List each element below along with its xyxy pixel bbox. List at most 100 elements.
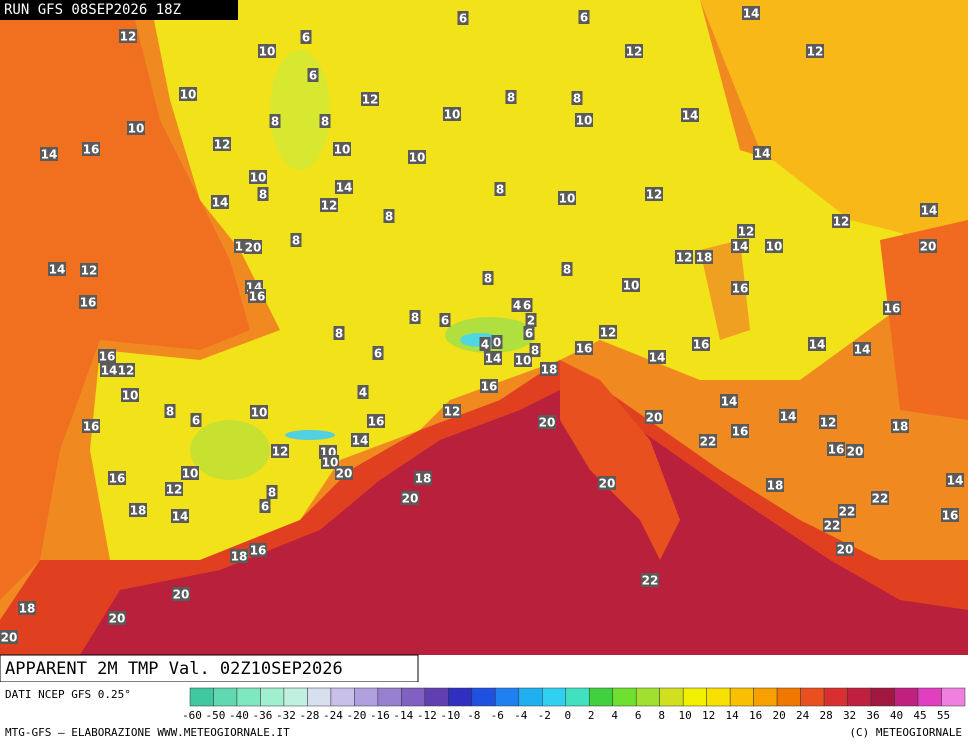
temperature-label: 8 [573, 92, 581, 106]
temperature-label: 8 [531, 344, 539, 358]
label-box [491, 335, 503, 349]
temperature-label: 8 [292, 234, 300, 248]
temperature-label: 20 [245, 241, 262, 255]
temperature-label: 14 [212, 196, 229, 210]
label-box [838, 504, 856, 518]
temperature-label: 14 [485, 352, 502, 366]
legend-swatch [518, 687, 543, 707]
temperature-label: 14 [352, 434, 369, 448]
temperature-label: 14 [947, 474, 964, 488]
legend-swatch [565, 687, 590, 707]
legend-swatch [729, 687, 754, 707]
legend-label: 28 [819, 709, 832, 722]
temperature-label: 16 [250, 544, 267, 558]
label-box [98, 349, 116, 363]
label-box [443, 404, 461, 418]
label-box [695, 250, 713, 264]
label-box [575, 113, 593, 127]
label-box [127, 121, 145, 135]
legend-swatch [612, 687, 637, 707]
label-box [806, 44, 824, 58]
temperature-label: 18 [892, 420, 909, 434]
label-box [40, 147, 58, 161]
legend-label: 16 [749, 709, 762, 722]
label-box [742, 6, 760, 20]
temperature-label: 18 [415, 472, 432, 486]
temperature-label: 10 [623, 279, 640, 293]
temperature-label: 14 [921, 204, 938, 218]
temperature-label: 8 [385, 210, 393, 224]
label-box [164, 404, 176, 418]
label-box [827, 442, 845, 456]
label-box [408, 150, 426, 164]
legend-label: 2 [588, 709, 595, 722]
temperature-label: 12 [272, 445, 289, 459]
temperature-label: 20 [646, 411, 663, 425]
legend-label: -10 [440, 709, 460, 722]
temperature-label: 8 [271, 115, 279, 129]
temperature-label: 22 [839, 505, 856, 519]
temperature-label: 6 [302, 31, 310, 45]
temperature-label: 8 [507, 91, 515, 105]
temperature-label: 10 [182, 467, 199, 481]
temperature-label: 16 [368, 415, 385, 429]
temperature-label: 14 [49, 263, 66, 277]
legend-label: -40 [229, 709, 249, 722]
label-box [482, 271, 494, 285]
label-box [211, 195, 229, 209]
temperature-label: 16 [80, 296, 97, 310]
temperature-label: 10 [766, 240, 783, 254]
label-box [641, 573, 659, 587]
temperature-label: 18 [231, 550, 248, 564]
temperature-label: 14 [809, 338, 826, 352]
legend-swatch [542, 687, 567, 707]
label-box [538, 415, 556, 429]
temperature-label: 12 [362, 93, 379, 107]
legend-label: -4 [514, 709, 528, 722]
label-box [731, 239, 749, 253]
label-box [439, 313, 451, 327]
label-box [48, 262, 66, 276]
label-box [645, 187, 663, 201]
label-box [129, 503, 147, 517]
temperature-label: 20 [336, 467, 353, 481]
label-box [414, 471, 432, 485]
label-box [598, 476, 616, 490]
temperature-label: 10 [576, 114, 593, 128]
temperature-label: 12 [214, 138, 231, 152]
temperature-label: 6 [459, 12, 467, 26]
run-box [0, 0, 238, 20]
label-box [258, 44, 276, 58]
legend-label: 45 [913, 709, 926, 722]
temperature-label: 2 [527, 314, 535, 328]
label-box [480, 379, 498, 393]
temperature-label: 10 [334, 143, 351, 157]
legend-label: 36 [866, 709, 879, 722]
label-box [320, 198, 338, 212]
legend-label: 10 [679, 709, 692, 722]
legend-swatch [847, 687, 872, 707]
temperature-label: 18 [19, 602, 36, 616]
label-box [108, 471, 126, 485]
temperature-label: 8 [563, 263, 571, 277]
label-box [171, 509, 189, 523]
legend-swatch [753, 687, 778, 707]
label-box [823, 518, 841, 532]
temperature-label: 20 [173, 588, 190, 602]
temperature-label: 14 [172, 510, 189, 524]
label-box [307, 68, 319, 82]
temperature-label: 20 [599, 477, 616, 491]
legend-swatch [401, 687, 426, 707]
label-box [351, 433, 369, 447]
legend-swatch [189, 687, 214, 707]
temperature-label: 18 [541, 363, 558, 377]
temperature-label: 6 [580, 11, 588, 25]
label-box [731, 424, 749, 438]
temperature-label: 14 [336, 181, 353, 195]
temperature-label: 14 [743, 7, 760, 21]
temperature-label: 14 [780, 410, 797, 424]
temperature-label: 14 [732, 240, 749, 254]
temperature-label: 10 [122, 389, 139, 403]
temperature-label: 16 [249, 290, 266, 304]
